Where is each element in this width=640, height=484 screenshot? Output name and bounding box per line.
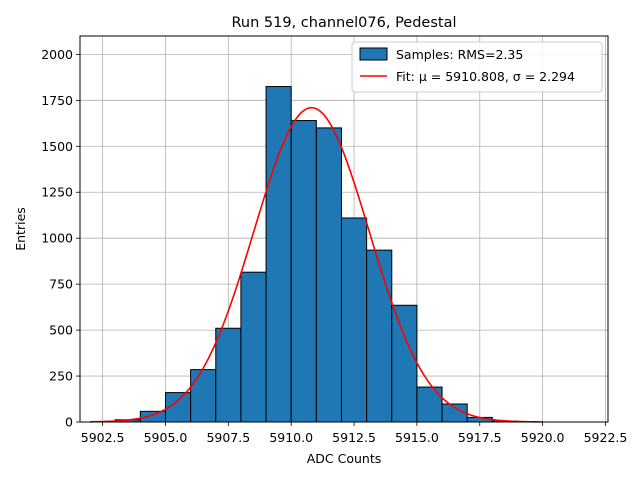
legend-label-fit: Fit: μ = 5910.808, σ = 2.294 [396,69,575,84]
x-tick-label: 5917.5 [458,430,502,445]
histogram-bar [265,86,292,423]
x-tick-label: 5905.0 [144,430,188,445]
y-tick-label: 1500 [41,139,73,154]
histogram-bar [290,120,317,423]
plot-frame [79,35,609,423]
fit-curve [90,106,543,423]
fit-curve-layer [90,106,543,423]
x-tick-label: 5922.5 [584,430,628,445]
histogram-bar [215,327,242,423]
histogram-bars [114,86,518,423]
x-axis-ticks: 5902.5 5905.0 5907.5 5910.0 5912.5 5915.0 5917… [81,422,628,445]
x-tick-label: 5907.5 [206,430,250,445]
y-tick-label: 1750 [41,93,73,108]
y-tick-label: 2000 [41,47,73,62]
y-tick-label: 0 [65,415,73,430]
legend-swatch-samples [359,47,388,61]
histogram-bar [340,217,368,423]
y-tick-label: 1250 [41,185,73,200]
legend-label-samples: Samples: RMS=2.35 [396,47,523,62]
x-tick-label: 5920.0 [521,430,565,445]
histogram-bar [190,369,217,423]
y-tick-label: 1000 [41,231,73,246]
histogram-bar [315,127,342,423]
histogram-bar [416,386,443,423]
chart-title: Run 519, channel076, Pedestal [231,15,456,31]
histogram-bar [164,392,192,423]
histogram-bar [366,249,393,423]
legend: Samples: RMS=2.35 Fit: μ = 5910.808, σ =… [351,41,603,93]
x-tick-label: 5902.5 [81,430,125,445]
y-axis-label: Entries [13,207,28,251]
histogram-bar [240,271,267,423]
x-tick-label: 5910.0 [269,430,313,445]
histogram-bar [391,304,418,423]
y-tick-label: 250 [49,369,73,384]
legend-box [351,41,603,93]
y-axis-ticks: 0 250 500 750 1000 1250 1500 1750 2000 [41,47,80,430]
x-axis-label: ADC Counts [307,451,382,466]
y-tick-label: 750 [49,277,73,292]
x-tick-label: 5912.5 [332,430,376,445]
x-tick-label: 5915.0 [395,430,439,445]
y-tick-label: 500 [49,323,73,338]
